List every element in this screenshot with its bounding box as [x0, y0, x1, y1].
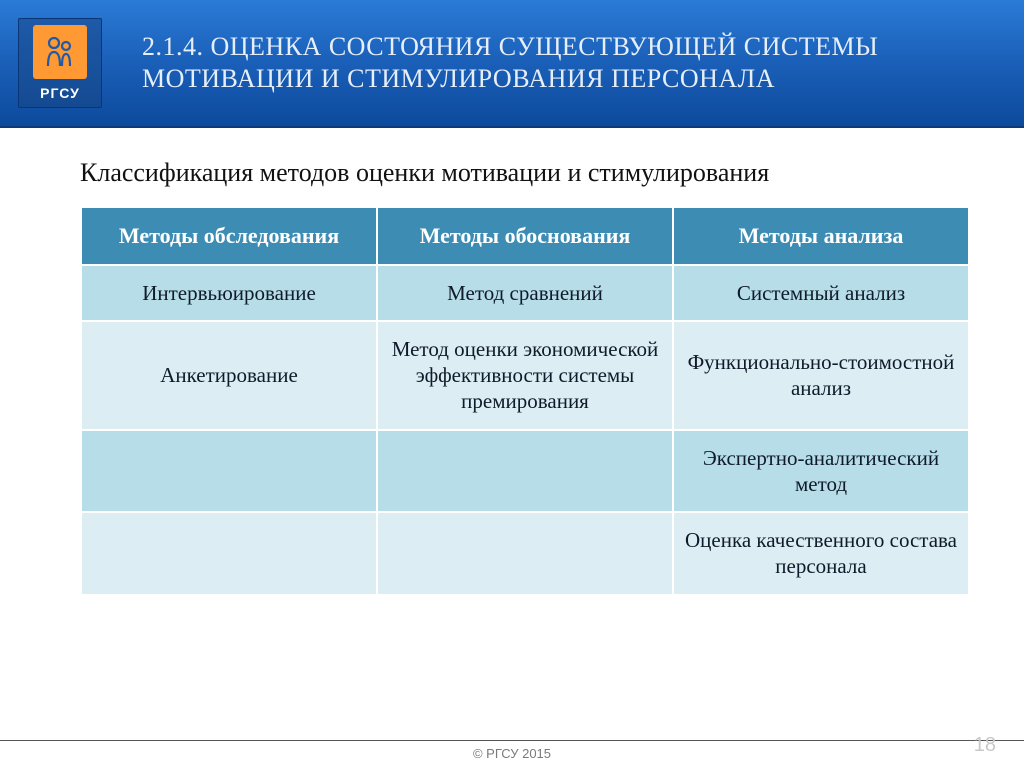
methods-table: Методы обследования Методы обоснования М…	[80, 206, 970, 596]
table-cell: Метод оценки экономической эффективности…	[377, 321, 673, 430]
col-header: Методы обследования	[81, 207, 377, 265]
footer-divider	[0, 740, 1024, 741]
table-cell: Экспертно-аналитический метод	[673, 430, 969, 513]
copyright: © РГСУ 2015	[0, 746, 1024, 761]
header-bar: РГСУ 2.1.4. ОЦЕНКА СОСТОЯНИЯ СУЩЕСТВУЮЩЕ…	[0, 0, 1024, 128]
logo: РГСУ	[18, 18, 102, 108]
table-cell	[377, 512, 673, 595]
table-cell: Системный анализ	[673, 265, 969, 321]
table-cell	[377, 430, 673, 513]
col-header: Методы обоснования	[377, 207, 673, 265]
table-row: Анкетирование Метод оценки экономической…	[81, 321, 969, 430]
table-cell: Интервьюирование	[81, 265, 377, 321]
table-row: Оценка качественного состава персонала	[81, 512, 969, 595]
table-cell: Метод сравнений	[377, 265, 673, 321]
table-row: Интервьюирование Метод сравнений Системн…	[81, 265, 969, 321]
table-header-row: Методы обследования Методы обоснования М…	[81, 207, 969, 265]
logo-label: РГСУ	[40, 85, 80, 101]
col-header: Методы анализа	[673, 207, 969, 265]
people-icon	[33, 25, 87, 79]
subtitle: Классификация методов оценки мотивации и…	[80, 158, 974, 188]
table-cell	[81, 512, 377, 595]
page-title: 2.1.4. ОЦЕНКА СОСТОЯНИЯ СУЩЕСТВУЮЩЕЙ СИС…	[142, 31, 942, 96]
table-cell: Функционально-стоимостной анализ	[673, 321, 969, 430]
table-cell	[81, 430, 377, 513]
content-area: Классификация методов оценки мотивации и…	[0, 128, 1024, 596]
table-row: Экспертно-аналитический метод	[81, 430, 969, 513]
page-number: 18	[974, 734, 996, 757]
table-cell: Оценка качественного состава персонала	[673, 512, 969, 595]
table-cell: Анкетирование	[81, 321, 377, 430]
